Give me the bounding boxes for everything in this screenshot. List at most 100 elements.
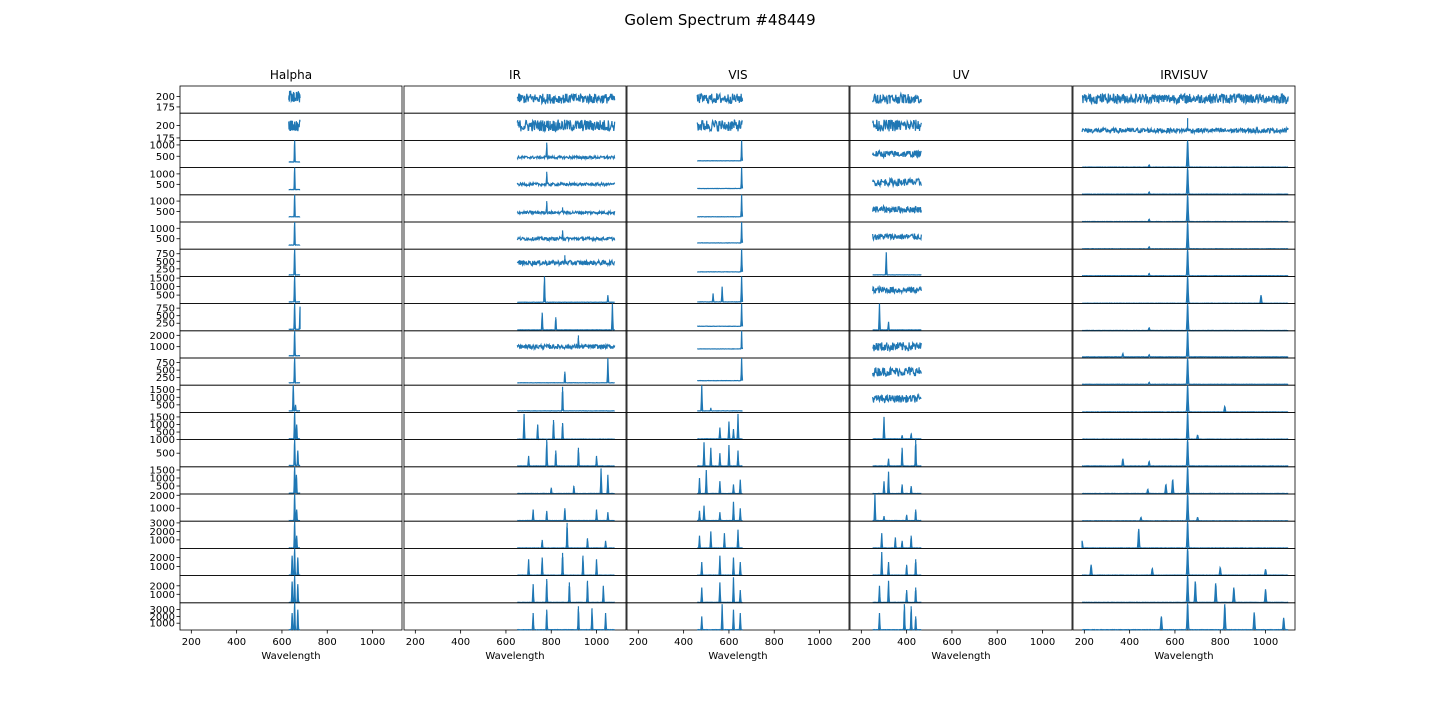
spectrum-line — [516, 230, 616, 243]
x-tick-label: 400 — [897, 637, 916, 648]
spectrum-line — [517, 439, 615, 467]
y-tick-label: 2000 — [150, 331, 175, 342]
x-tick-label: 600 — [272, 637, 291, 648]
spectrum-line — [517, 386, 615, 412]
subplot-frame — [626, 167, 850, 196]
subplot-frame — [626, 575, 850, 604]
y-tick-label: 200 — [156, 121, 175, 132]
subplot-frame — [849, 602, 1073, 631]
x-tick-label: 400 — [451, 637, 470, 648]
subplot-frame — [1072, 167, 1296, 196]
spectrum-line — [1081, 249, 1289, 277]
column-title: VIS — [728, 68, 747, 82]
subplot-frame — [1072, 575, 1296, 604]
spectrum-line — [697, 555, 743, 576]
x-tick-label: 200 — [852, 637, 871, 648]
y-tick-label: 1000 — [150, 535, 175, 546]
subplot-frame — [179, 275, 403, 304]
subplot-frame — [849, 248, 1073, 277]
spectrum-line — [696, 140, 744, 162]
subplot-frame — [626, 548, 850, 577]
subplot-frame — [179, 330, 403, 359]
spectrum-line — [697, 357, 744, 382]
spectrum-line — [1081, 330, 1289, 358]
spectrum-line — [288, 575, 301, 604]
spectrum-line — [288, 548, 301, 577]
subplot-frame — [403, 411, 627, 440]
spectrum-line — [697, 303, 744, 328]
column-title: UV — [953, 68, 971, 82]
y-tick-label: 500 — [156, 152, 175, 163]
y-tick-label: 500 — [156, 180, 175, 191]
spectrum-line — [872, 439, 922, 467]
x-axis-label: Wavelength — [931, 651, 990, 662]
subplot-frame — [849, 439, 1073, 468]
subplot-frame — [179, 520, 403, 549]
spectrum-line — [288, 439, 301, 467]
x-tick-label: 1000 — [584, 637, 609, 648]
x-tick-label: 1000 — [1253, 637, 1278, 648]
spectrum-line — [697, 249, 744, 273]
x-tick-label: 1000 — [1030, 637, 1055, 648]
spectrum-line — [288, 90, 301, 104]
spectrum-line — [872, 604, 922, 631]
spectrum-line — [697, 413, 743, 440]
subplot-frame — [403, 439, 627, 468]
subplot-frame — [403, 303, 627, 332]
spectrum-line — [516, 171, 616, 188]
spectrum-line — [517, 552, 615, 576]
column-title: Halpha — [270, 68, 312, 82]
subplot-frame — [849, 520, 1073, 549]
spectrum-line — [517, 276, 615, 304]
subplot-frame — [1072, 112, 1296, 141]
subplot-frame — [179, 248, 403, 277]
x-tick-label: 800 — [1211, 637, 1230, 648]
spectrum-line — [288, 494, 301, 522]
x-tick-label: 800 — [988, 637, 1007, 648]
spectrum-line — [517, 468, 615, 495]
subplot-frame — [626, 139, 850, 168]
spectrum-line — [1081, 412, 1289, 441]
spectrum-line — [516, 142, 616, 162]
spectrum-line — [872, 493, 922, 522]
spectrum-line — [872, 232, 922, 242]
y-tick-label: 750 — [156, 304, 175, 315]
y-tick-label: 2000 — [150, 581, 175, 592]
subplot-frame — [849, 548, 1073, 577]
spectrum-line — [1081, 439, 1289, 467]
y-tick-label: 175 — [156, 102, 175, 113]
subplot-frame — [403, 194, 627, 223]
spectrum-line — [516, 255, 616, 268]
spectrum-line — [288, 222, 301, 246]
column-title: IR — [509, 68, 521, 82]
spectrum-line — [288, 466, 301, 495]
subplot-frame — [179, 439, 403, 468]
y-tick-label: 2000 — [150, 491, 175, 502]
spectrum-line — [1081, 92, 1289, 106]
y-tick-label: 1000 — [150, 169, 175, 180]
y-tick-label: 1000 — [150, 140, 175, 151]
subplot-frame — [1072, 439, 1296, 468]
x-tick-label: 600 — [1165, 637, 1184, 648]
y-tick-label: 3000 — [150, 518, 175, 529]
spectrum-line — [872, 392, 922, 404]
figure-title: Golem Spectrum #48449 — [624, 11, 815, 29]
subplot-frame — [179, 466, 403, 495]
spectrum-line — [517, 522, 615, 549]
subplot-frame — [403, 520, 627, 549]
spectrum-line — [1081, 194, 1289, 223]
y-tick-label: 1000 — [150, 590, 175, 601]
x-tick-label: 400 — [674, 637, 693, 648]
subplot-frame — [403, 357, 627, 386]
subplot-frame — [626, 275, 850, 304]
spectrum-line — [288, 194, 301, 218]
y-tick-label: 500 — [156, 449, 175, 460]
y-tick-label: 1000 — [150, 342, 175, 353]
spectrum-line — [288, 140, 301, 163]
subplot-frame — [849, 221, 1073, 250]
y-tick-label: 250 — [156, 319, 175, 330]
spectrum-line — [696, 194, 744, 218]
spectrum-line — [1082, 140, 1289, 168]
subplot-frame — [403, 575, 627, 604]
x-tick-label: 600 — [942, 637, 961, 648]
